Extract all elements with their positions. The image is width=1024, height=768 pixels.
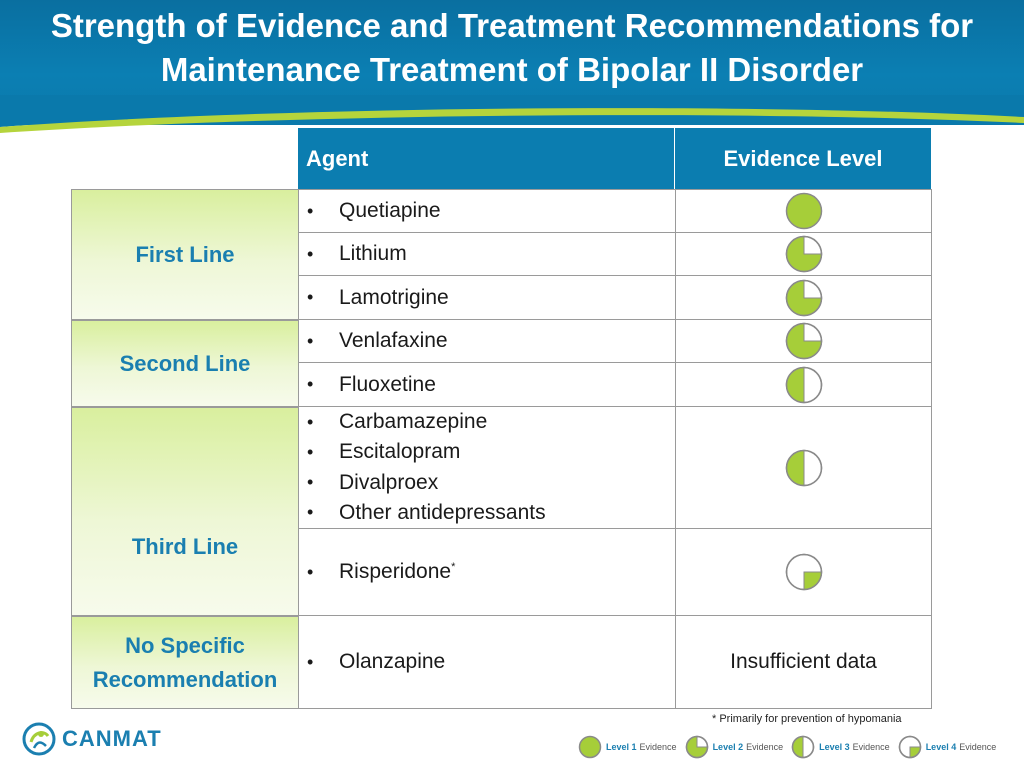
legend-item-level-3: Level 3 Evidence: [791, 735, 890, 759]
agent-name: Escitalopram: [339, 440, 461, 464]
legend-suffix: Evidence: [959, 742, 997, 752]
title-line-2: Maintenance Treatment of Bipolar II Diso…: [160, 51, 864, 88]
evidence-level-2-icon: [785, 235, 822, 273]
table-row: • Venlafaxine: [298, 320, 932, 363]
agent-cell: • Lamotrigine: [299, 276, 676, 319]
bullet: •: [307, 441, 314, 462]
banner-swoosh: [0, 95, 1024, 133]
legend-level-label: Level 4: [925, 742, 957, 752]
table-row: • Olanzapine Insufficient data: [298, 616, 932, 709]
legend-item-level-2: Level 2 Evidence: [685, 735, 784, 759]
legend-suffix: Evidence: [639, 742, 677, 752]
footnote-marker: *: [451, 561, 456, 573]
agent-list-item: • Quetiapine: [307, 196, 675, 227]
evidence-cell: [676, 363, 931, 406]
category-no-specific-line1: No Specific: [125, 632, 245, 658]
evidence-legend: Level 1 Evidence Level 2 Evidence Level 3 Evi…: [578, 735, 1004, 759]
bullet: •: [307, 287, 314, 307]
agent-name: Lamotrigine: [339, 285, 449, 309]
category-first-line: First Line: [71, 189, 298, 320]
bullet: •: [307, 472, 314, 493]
agent-cell: • Risperidone*: [299, 529, 676, 615]
canmat-logo: CANMAT: [22, 722, 162, 756]
agent-list-item: • Other antidepressants: [307, 498, 675, 528]
agent-list-item: • Lamotrigine: [307, 282, 675, 313]
agent-cell: • Fluoxetine: [299, 363, 676, 406]
evidence-level-3-icon: [785, 366, 822, 403]
agent-name: Venlafaxine: [339, 329, 448, 352]
legend-item-level-1: Level 1 Evidence: [578, 735, 677, 759]
legend-level-label: Level 1: [606, 742, 637, 752]
category-third-line: Third Line: [71, 407, 298, 616]
canmat-logo-text: CANMAT: [62, 726, 162, 751]
agent-name: Olanzapine: [339, 650, 446, 673]
agent-list-item: • Carbamazepine: [307, 407, 675, 437]
evidence-cell: [676, 190, 931, 232]
agent-list-item: • Lithium: [307, 239, 675, 270]
evidence-cell: [676, 407, 931, 528]
header-agent: Agent: [298, 128, 674, 190]
bullet: •: [307, 330, 314, 351]
table-row: • Fluoxetine: [298, 363, 932, 407]
bullet: •: [307, 374, 314, 394]
agent-cell: • Lithium: [299, 233, 676, 275]
legend-level-label: Level 3: [819, 742, 850, 752]
evidence-level-2-icon: [785, 322, 822, 360]
table-row: • Carbamazepine • Escitalopram • Divalproex • O…: [298, 407, 932, 529]
agent-cell: • Carbamazepine • Escitalopram • Divalproex • O…: [299, 407, 676, 528]
legend-level-label: Level 2: [712, 742, 744, 752]
bullet: •: [307, 502, 314, 523]
bullet: •: [307, 200, 314, 221]
evidence-level-3-icon: [791, 735, 815, 759]
header-evidence-level: Evidence Level: [675, 128, 931, 190]
category-no-specific-recommendation: No Specific Recommendation: [71, 616, 298, 709]
agent-list-item: • Risperidone*: [307, 557, 675, 588]
agent-name: Risperidone*: [339, 560, 456, 583]
agent-list-item: • Olanzapine: [307, 647, 675, 678]
bullet: •: [307, 561, 314, 582]
agent-name: Lithium: [339, 242, 407, 265]
agent-cell: • Olanzapine: [299, 616, 676, 708]
agent-list-item: • Divalproex: [307, 468, 675, 498]
bullet: •: [307, 651, 314, 672]
agent-name: Quetiapine: [339, 199, 441, 222]
table-row: • Lamotrigine: [298, 276, 932, 320]
legend-suffix: Evidence: [852, 742, 890, 752]
legend-suffix: Evidence: [746, 742, 784, 752]
bullet: •: [307, 243, 314, 264]
title-line-1: Strength of Evidence and Treatment Recom…: [50, 7, 974, 44]
evidence-level-2-icon: [685, 735, 708, 759]
agent-cell: • Venlafaxine: [299, 320, 676, 362]
agent-cell: • Quetiapine: [299, 190, 676, 232]
legend-item-level-4: Level 4 Evidence: [898, 735, 997, 759]
evidence-cell: [676, 233, 931, 275]
evidence-level-4-icon: [898, 735, 921, 759]
agent-list-item: • Escitalopram: [307, 437, 675, 467]
agent-name: Carbamazepine: [339, 410, 488, 434]
agent-name: Fluoxetine: [339, 372, 436, 396]
footnote: * Primarily for prevention of hypomania: [712, 713, 902, 725]
category-second-line: Second Line: [71, 320, 298, 407]
evidence-cell: [676, 320, 931, 362]
evidence-cell: Insufficient data: [676, 616, 931, 708]
evidence-level-2-icon: [785, 279, 822, 316]
page-title: Strength of Evidence and Treatment Recom…: [0, 4, 1024, 92]
evidence-level-1-icon: [785, 192, 822, 230]
evidence-text: Insufficient data: [730, 650, 877, 673]
canmat-logo-icon: [22, 722, 56, 756]
table-row: • Lithium: [298, 233, 932, 276]
agent-name: Divalproex: [339, 470, 439, 494]
category-no-specific-line2: Recommendation: [92, 666, 278, 692]
agent-list-item: • Venlafaxine: [307, 326, 675, 357]
agent-list-item: • Fluoxetine: [307, 369, 675, 400]
evidence-cell: [676, 529, 931, 615]
evidence-level-4-icon: [785, 553, 822, 591]
table-row: • Quetiapine: [298, 189, 932, 233]
table-row: • Risperidone*: [298, 529, 932, 616]
evidence-cell: [676, 276, 931, 319]
agent-name: Other antidepressants: [339, 500, 546, 524]
evidence-level-3-icon: [785, 449, 822, 486]
evidence-level-1-icon: [578, 735, 602, 759]
bullet: •: [307, 411, 314, 432]
